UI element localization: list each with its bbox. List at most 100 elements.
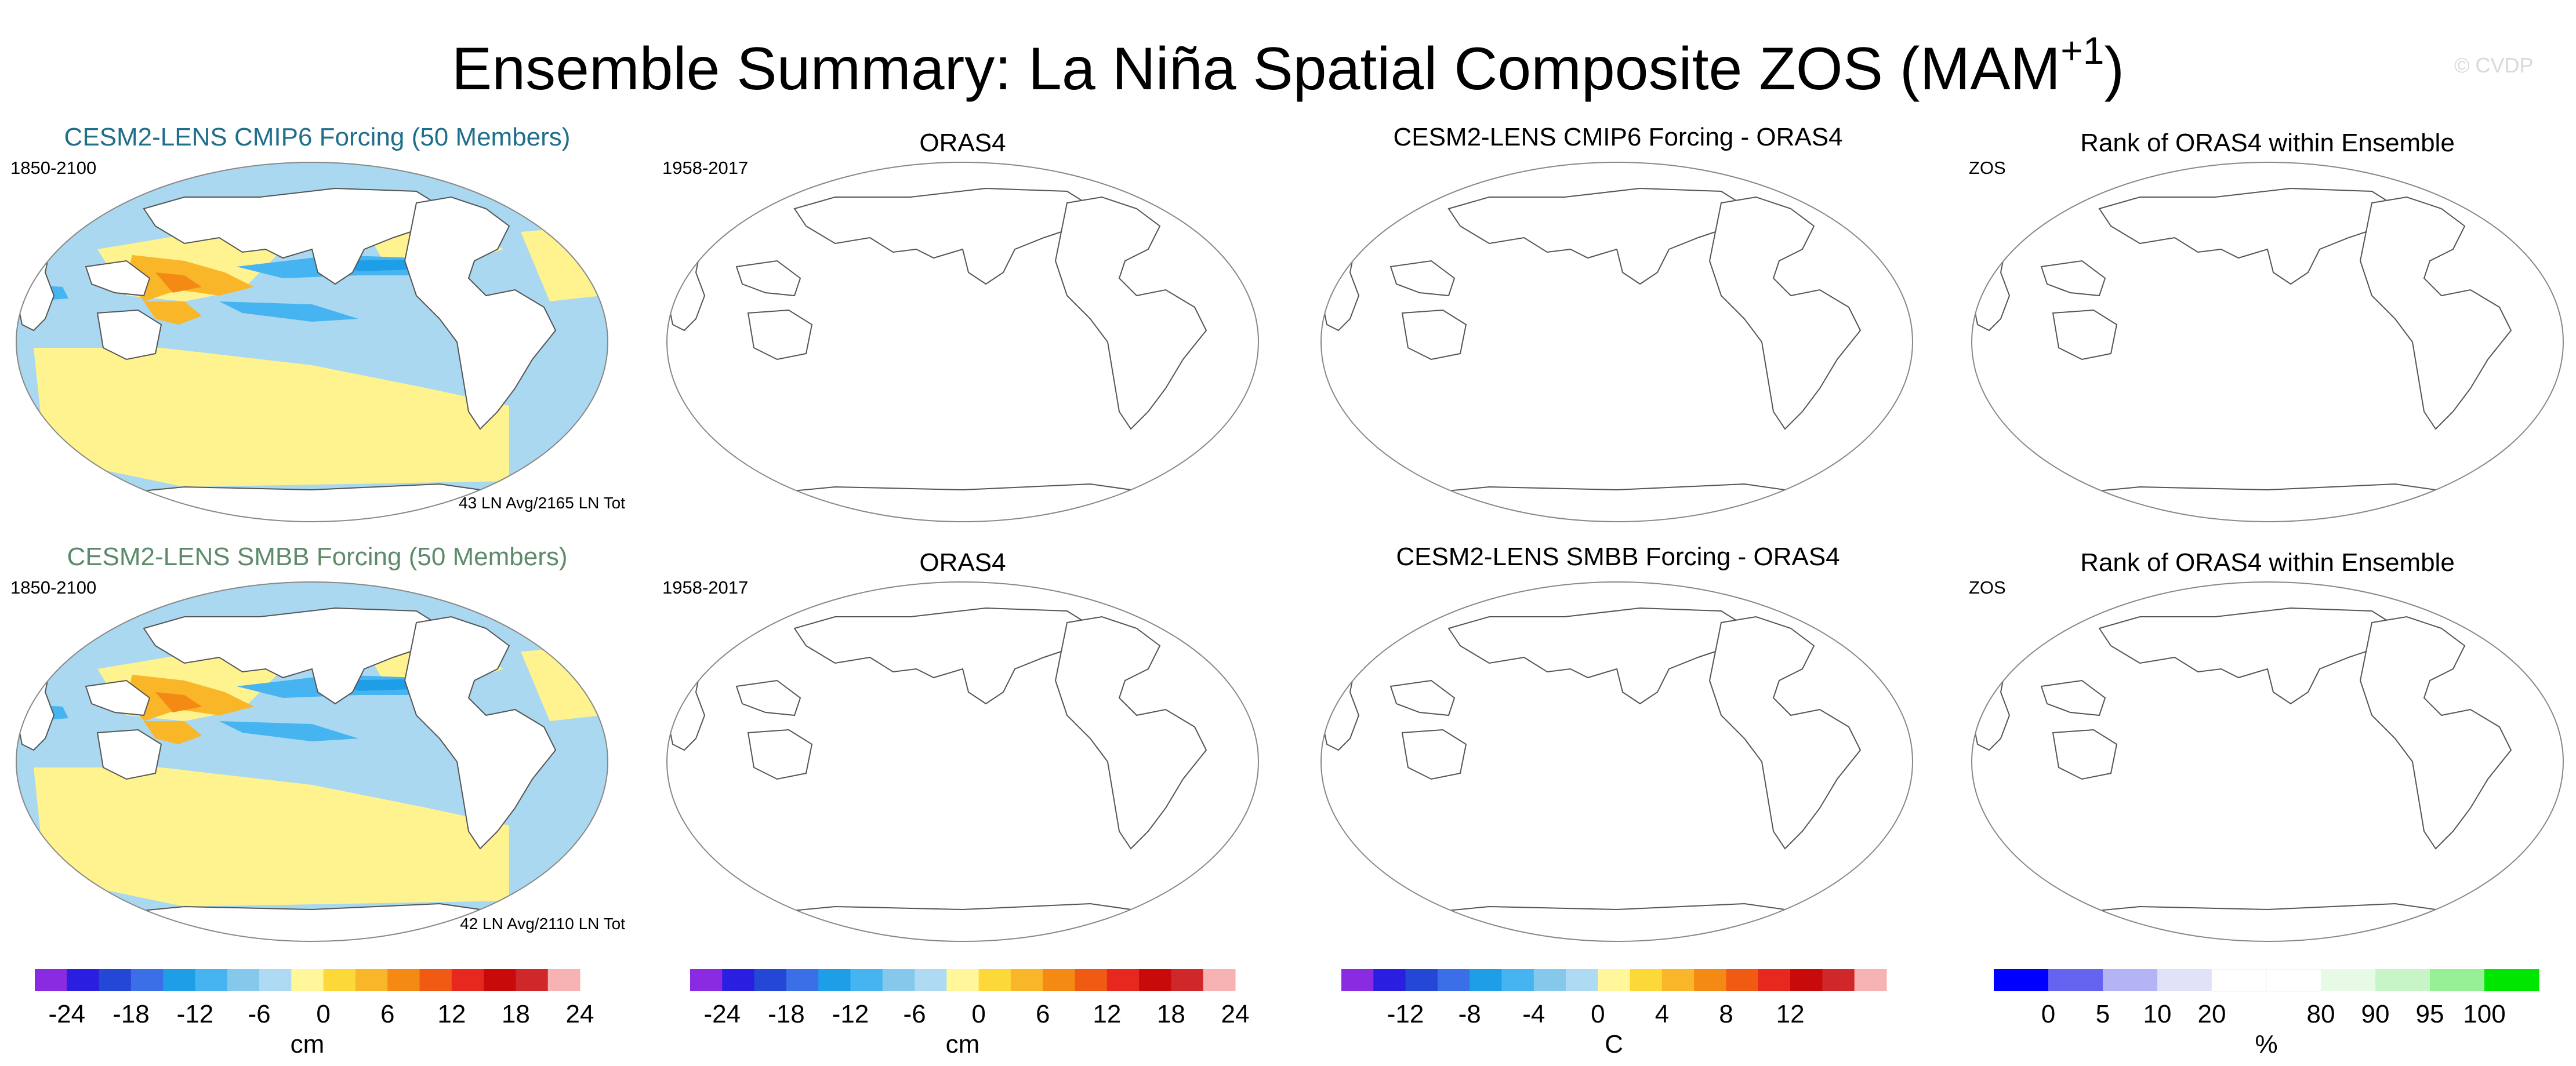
continent-australia [747, 309, 813, 361]
strong-positive-anomaly [144, 721, 202, 744]
continent-america [1054, 196, 1207, 430]
colorbar-tick-label: 24 [1221, 1000, 1250, 1028]
map-border [666, 162, 1259, 522]
panel-5-count: 42 LN Avg/2110 LN Tot [460, 915, 625, 933]
colorbar-swatch [1533, 969, 1566, 991]
colorbar-tick-label: 100 [2463, 1000, 2505, 1028]
colorbar-2: -24 -18 -12 -6 0 6 12 18 24 cm [690, 969, 1249, 1058]
panel-3-title: CESM2-LENS CMIP6 Forcing - ORAS4 [1393, 123, 1843, 151]
colorbar-swatch [323, 969, 356, 991]
colorbar-swatch [516, 969, 549, 991]
colorbar-swatch [2321, 969, 2376, 991]
panel-5-map [16, 581, 608, 942]
continent-australia [747, 729, 813, 780]
colorbar-swatch [1405, 969, 1438, 991]
continent-africa [667, 633, 706, 751]
colorbar-swatch [387, 969, 420, 991]
continent-antarctica [712, 483, 1214, 522]
colorbar-tick-label: -6 [903, 1000, 926, 1028]
continent-america [404, 196, 557, 430]
continent-asia [1447, 187, 1746, 285]
colorbar-tick-label: 18 [1157, 1000, 1185, 1028]
continent-australia [2052, 729, 2118, 780]
continent-antarctica [712, 903, 1214, 941]
positive-anomaly [34, 767, 509, 907]
panel-1-count: 43 LN Avg/2165 LN Tot [459, 494, 625, 512]
strong-positive-anomaly [126, 675, 254, 721]
colorbar-tick-label: 18 [502, 1000, 530, 1028]
continent-antarctica [61, 903, 563, 941]
colorbar-swatch [1822, 969, 1855, 991]
colorbar-tick-label: 4 [1655, 1000, 1669, 1028]
panel-6-period: 1958-2017 [662, 577, 749, 598]
colorbar-swatch [419, 969, 452, 991]
colorbar-swatch [259, 969, 292, 991]
colorbar-tick-label: 8 [1719, 1000, 1733, 1028]
colorbar-swatch [1790, 969, 1823, 991]
panel-6-map [666, 581, 1259, 942]
colorbar-swatch [818, 969, 851, 991]
map-border [1320, 581, 1913, 942]
colorbar-swatch [2048, 969, 2103, 991]
colorbar-swatch [1470, 969, 1502, 991]
continent-asia [2098, 187, 2396, 285]
colorbar-tick-label: 12 [437, 1000, 466, 1028]
continent-australia [2052, 309, 2118, 361]
map-border [1971, 162, 2564, 522]
continent-africa [667, 213, 706, 332]
colorbar-unit-label: % [2255, 1030, 2277, 1058]
colorbar-swatch [1075, 969, 1108, 991]
colorbar-tick-label: -24 [48, 1000, 85, 1028]
colorbar-tick-label: 6 [380, 1000, 394, 1028]
positive-anomaly [34, 348, 509, 487]
continent-antarctica [1366, 903, 1868, 941]
continent-seasia [1389, 679, 1456, 716]
negative-anomaly [219, 721, 358, 741]
panel-1-title: CESM2-LENS CMIP6 Forcing (50 Members) [64, 123, 571, 151]
continent-asia [793, 187, 1091, 285]
colorbar-swatch [1598, 969, 1631, 991]
continent-seasia [1389, 260, 1456, 297]
colorbar-swatch [915, 969, 947, 991]
colorbar-swatch [1694, 969, 1727, 991]
map-border [16, 162, 608, 522]
colorbar-swatch [130, 969, 164, 991]
colorbar-swatch [2157, 969, 2212, 991]
peak-positive-anomaly [155, 272, 202, 293]
colorbar-tick-label: -18 [113, 1000, 150, 1028]
colorbar-swatch [2266, 969, 2321, 992]
panel-2-map [666, 162, 1259, 522]
colorbar-unit-label: cm [946, 1030, 980, 1058]
colorbar-swatch [1043, 969, 1076, 991]
panel-4-title: Rank of ORAS4 within Ensemble [2080, 129, 2455, 157]
colorbar-3: -12 -8 -4 0 4 8 12 C [1341, 969, 1887, 1058]
panel-3-map [1320, 162, 1913, 522]
colorbar-swatch [2430, 969, 2485, 991]
colorbar-tick-label: 20 [2198, 1000, 2226, 1028]
map-border [666, 581, 1259, 942]
colorbar-tick-label: 0 [2041, 1000, 2055, 1028]
continent-america [2359, 616, 2512, 850]
continent-africa [1972, 213, 2011, 332]
colorbar-swatch [1139, 969, 1171, 991]
colorbar-swatch [1630, 969, 1663, 991]
panel-1-map [16, 162, 608, 522]
colorbar-4: 0 5 10 20 80 90 95 100% [1994, 969, 2539, 1058]
colorbar-tick-label: -8 [1458, 1000, 1481, 1028]
colorbar-swatch [163, 969, 195, 991]
colorbar-tick-label: 0 [971, 1000, 985, 1028]
colorbar-swatch [67, 969, 100, 991]
continent-seasia [2040, 679, 2106, 716]
map-border [1320, 162, 1913, 522]
map-border [1971, 581, 2564, 942]
colorbar-swatch [451, 969, 484, 991]
colorbar-swatch [1501, 969, 1534, 991]
colorbar-tick-label: -4 [1522, 1000, 1545, 1028]
colorbar-swatch [2484, 969, 2539, 991]
colorbar-swatch [1758, 969, 1791, 991]
panel-4-variable: ZOS [1969, 158, 2006, 178]
continent-america [1708, 616, 1862, 850]
continent-australia [96, 309, 162, 361]
colorbar-tick-label: 80 [2307, 1000, 2335, 1028]
panel-8-variable: ZOS [1969, 577, 2006, 598]
